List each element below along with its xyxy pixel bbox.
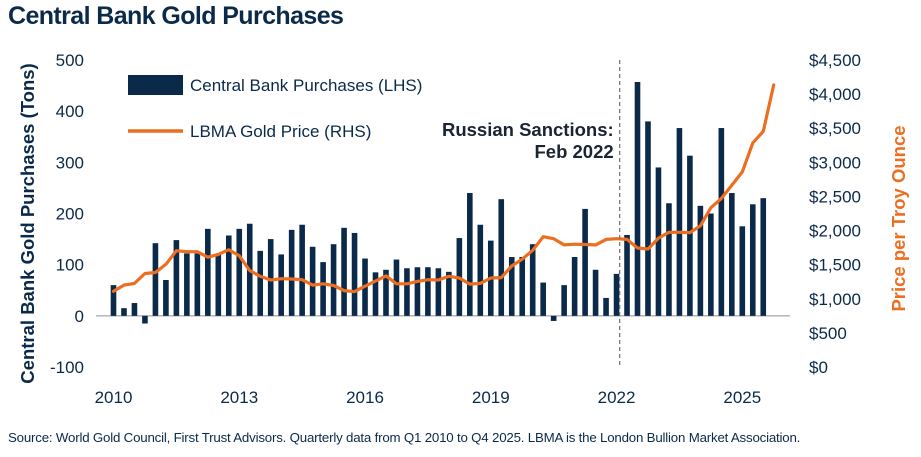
bar-purchases (550, 315, 557, 321)
bar-purchases (446, 271, 452, 316)
right-tick-label: $4,000 (809, 85, 861, 104)
bar-purchases (121, 308, 127, 316)
x-tick-label: 2022 (598, 388, 636, 407)
bar-purchases (477, 224, 484, 316)
annotation-line-1: Russian Sanctions: (442, 119, 614, 140)
bar-purchases (278, 254, 284, 316)
bar-purchases (425, 267, 431, 316)
annotation-layer: Russian Sanctions:Feb 2022 (442, 60, 621, 367)
bar-purchases (320, 262, 326, 316)
right-tick-label: $1,000 (809, 290, 861, 309)
bar-purchases (540, 282, 546, 316)
bar-purchases (414, 267, 421, 316)
bar-purchases (110, 285, 117, 316)
right-tick-label: $1,500 (809, 256, 861, 275)
x-tick-label: 2019 (472, 388, 510, 407)
right-tick-label: $2,000 (809, 222, 861, 241)
bar-purchases (173, 240, 180, 316)
bar-purchases (351, 232, 358, 316)
bar-purchases (613, 273, 620, 316)
bar-purchases (435, 268, 442, 316)
bar-purchases (257, 250, 264, 316)
bar-purchases (225, 235, 232, 316)
bar-purchases (467, 193, 473, 316)
bar-purchases (404, 268, 410, 316)
bar-purchases (341, 227, 347, 316)
bar-purchases (236, 228, 243, 316)
left-tick-label: 300 (56, 153, 84, 172)
bar-purchases (571, 256, 578, 316)
left-tick-label: 200 (56, 205, 84, 224)
left-tick-label: 100 (56, 256, 84, 275)
left-tick-label: 500 (56, 51, 84, 70)
left-tick-label: -100 (50, 358, 84, 377)
bar-purchases (288, 229, 295, 316)
bar-purchases (519, 256, 526, 316)
line-layer (111, 83, 776, 294)
bar-purchases (131, 303, 138, 316)
bar-purchases (163, 280, 169, 316)
gold-price-line (111, 83, 776, 294)
x-tick-label: 2010 (95, 388, 133, 407)
legend-line-label: LBMA Gold Price (RHS) (190, 122, 371, 141)
bar-purchases (393, 259, 400, 316)
bar-purchases (687, 155, 693, 316)
bar-purchases (383, 269, 389, 316)
bar-purchases (592, 269, 599, 316)
legend-bar-swatch (128, 75, 183, 95)
left-tick-label: 0 (75, 307, 84, 326)
right-tick-label: $3,000 (809, 153, 861, 172)
x-tick-label: 2016 (346, 388, 384, 407)
bar-purchases (498, 199, 505, 316)
bar-purchases (697, 205, 704, 316)
bar-purchases (739, 226, 746, 316)
bar-purchases (582, 208, 588, 316)
bar-purchases (299, 224, 305, 316)
bar-purchases (508, 256, 515, 316)
axes-layer: 500 400 300 200 100 0 -100 $4,500 $4,000 $3,500 $3… (17, 51, 909, 407)
x-tick-label: 2025 (723, 388, 761, 407)
right-tick-label: $3,500 (809, 119, 861, 138)
bar-purchases (152, 243, 159, 316)
bar-purchases (676, 128, 683, 316)
bar-purchases (645, 121, 651, 316)
right-tick-label: $2,500 (809, 187, 861, 206)
bar-purchases (624, 234, 630, 316)
bars-layer (110, 82, 767, 324)
legend-bars-label: Central Bank Purchases (LHS) (190, 76, 422, 95)
x-tick-label: 2013 (220, 388, 258, 407)
bar-purchases (142, 315, 148, 324)
annotation-line-2: Feb 2022 (534, 141, 613, 162)
bar-purchases (708, 213, 714, 316)
bar-purchases (215, 253, 222, 316)
left-tick-label: 400 (56, 102, 84, 121)
right-tick-label: $4,500 (809, 51, 861, 70)
bar-purchases (760, 198, 767, 316)
chart-title: Central Bank Gold Purchases (8, 2, 344, 30)
bar-purchases (655, 167, 662, 316)
bar-purchases (729, 193, 735, 316)
bar-purchases (205, 228, 211, 316)
bar-purchases (749, 204, 756, 316)
footnote: Source: World Gold Council, First Trust … (8, 430, 801, 445)
right-axis-title: Price per Troy Ounce (888, 125, 909, 311)
bar-purchases (529, 244, 536, 316)
bar-purchases (718, 128, 725, 316)
bar-purchases (330, 244, 337, 316)
bar-purchases (267, 239, 274, 316)
bar-purchases (634, 82, 641, 316)
bar-purchases (194, 253, 201, 316)
legend-layer: Central Bank Purchases (LHS) LBMA Gold Pr… (128, 75, 422, 141)
right-tick-label: $0 (809, 358, 828, 377)
left-axis-title: Central Bank Gold Purchases (Tons) (17, 63, 38, 383)
bar-purchases (372, 272, 379, 316)
bar-purchases (603, 297, 609, 316)
bar-purchases (309, 246, 316, 316)
right-tick-label: $500 (809, 324, 847, 343)
bar-purchases (561, 285, 567, 316)
bar-purchases (666, 203, 672, 316)
bar-purchases (184, 253, 190, 316)
